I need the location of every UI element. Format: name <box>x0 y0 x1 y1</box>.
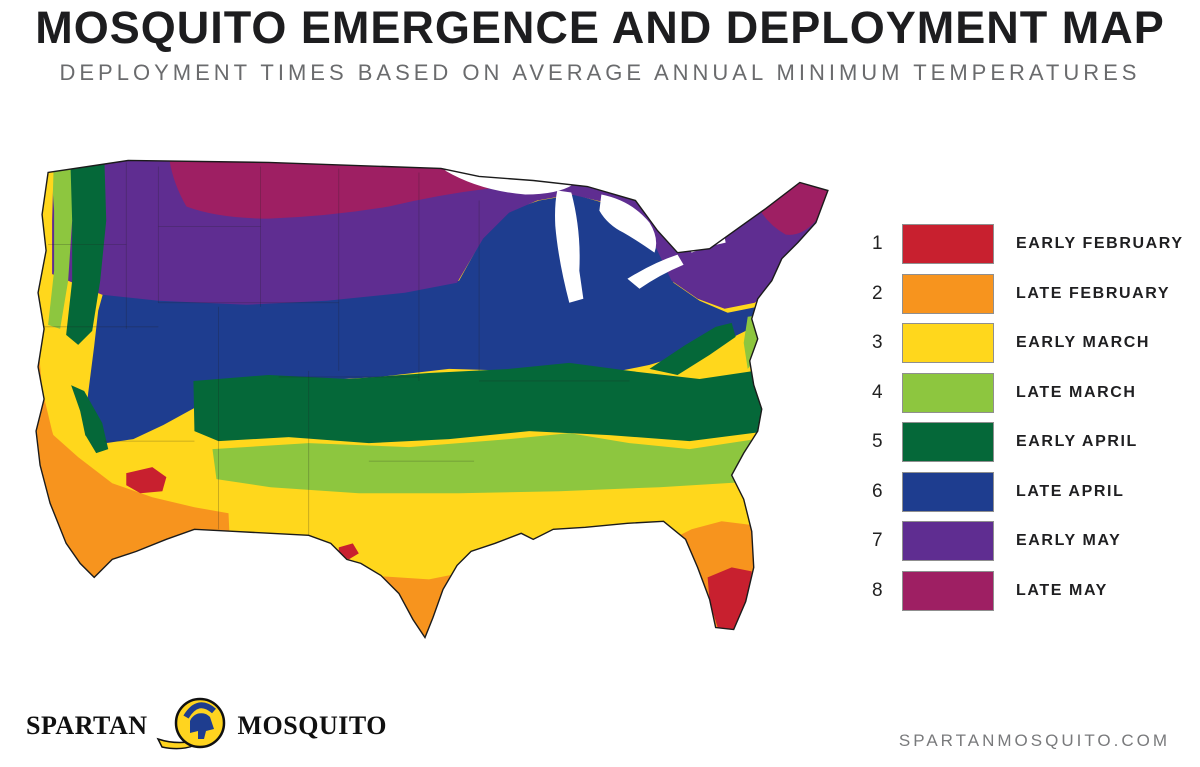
legend-label: EARLY MAY <box>1016 532 1122 549</box>
legend-number: 1 <box>872 233 883 254</box>
legend-row: 2 LATE FEBRUARY <box>872 273 1192 314</box>
us-map <box>8 126 870 671</box>
legend-row: 3 EARLY MARCH <box>872 323 1192 363</box>
zone-region <box>743 314 766 369</box>
brand-word-mosquito: MOSQUITO <box>237 711 387 740</box>
zone-region <box>48 160 73 329</box>
brand-logo: SPARTAN MOSQUITO <box>26 695 387 757</box>
legend-swatch <box>902 224 994 264</box>
legend-row: 5 EARLY APRIL <box>872 422 1192 462</box>
legend-row: 8 LATE MAY <box>872 570 1192 611</box>
legend-swatch <box>902 570 994 611</box>
legend-label: EARLY MARCH <box>1016 334 1151 351</box>
legend-row: 4 LATE MARCH <box>872 372 1192 413</box>
legend: 1 EARLY FEBRUARY 2 LATE FEBRUARY 3 EARLY… <box>872 224 1192 620</box>
legend-swatch <box>902 372 994 413</box>
lake-michigan <box>555 190 584 303</box>
legend-swatch <box>902 471 994 512</box>
zone-regions <box>18 160 828 638</box>
us-outline <box>35 159 829 640</box>
page-title: MOSQUITO EMERGENCE AND DEPLOYMENT MAP <box>35 2 1165 53</box>
legend-number: 5 <box>872 431 883 452</box>
legend-row: 1 EARLY FEBRUARY <box>872 224 1192 264</box>
legend-row: 7 EARLY MAY <box>872 521 1192 561</box>
zone-region <box>18 427 36 445</box>
legend-row: 6 LATE APRIL <box>872 471 1192 512</box>
lake-huron <box>599 194 657 253</box>
legend-label: EARLY FEBRUARY <box>1016 235 1184 252</box>
legend-number: 8 <box>872 579 883 601</box>
legend-label: LATE FEBRUARY <box>1016 284 1171 302</box>
us-map-svg <box>18 159 829 640</box>
zone-region <box>126 467 167 494</box>
website-url: SPARTANMOSQUITO.COM <box>898 731 1170 750</box>
legend-swatch <box>902 273 994 314</box>
brand-word-spartan: SPARTAN <box>26 711 148 740</box>
legend-label: LATE MAY <box>1016 581 1108 599</box>
lake-erie <box>627 254 684 289</box>
zone-region <box>338 543 359 560</box>
legend-label: LATE APRIL <box>1016 482 1125 500</box>
legend-swatch <box>902 422 994 462</box>
legend-number: 4 <box>872 381 883 403</box>
zone-region <box>42 362 89 462</box>
zone-region <box>649 322 736 375</box>
legend-label: LATE MARCH <box>1016 383 1137 401</box>
legend-number: 6 <box>872 480 883 502</box>
spartan-helmet-icon <box>156 697 225 750</box>
state-borders <box>42 162 630 536</box>
legend-number: 7 <box>872 530 883 551</box>
legend-swatch <box>902 521 994 561</box>
zone-region <box>193 362 768 444</box>
page-subtitle: DEPLOYMENT TIMES BASED ON AVERAGE ANNUAL… <box>59 60 1141 85</box>
legend-number: 3 <box>872 332 883 353</box>
legend-label: EARLY APRIL <box>1016 433 1138 450</box>
zone-region <box>212 433 758 494</box>
zone-region <box>66 160 107 345</box>
legend-number: 2 <box>872 282 883 304</box>
legend-swatch <box>902 323 994 363</box>
